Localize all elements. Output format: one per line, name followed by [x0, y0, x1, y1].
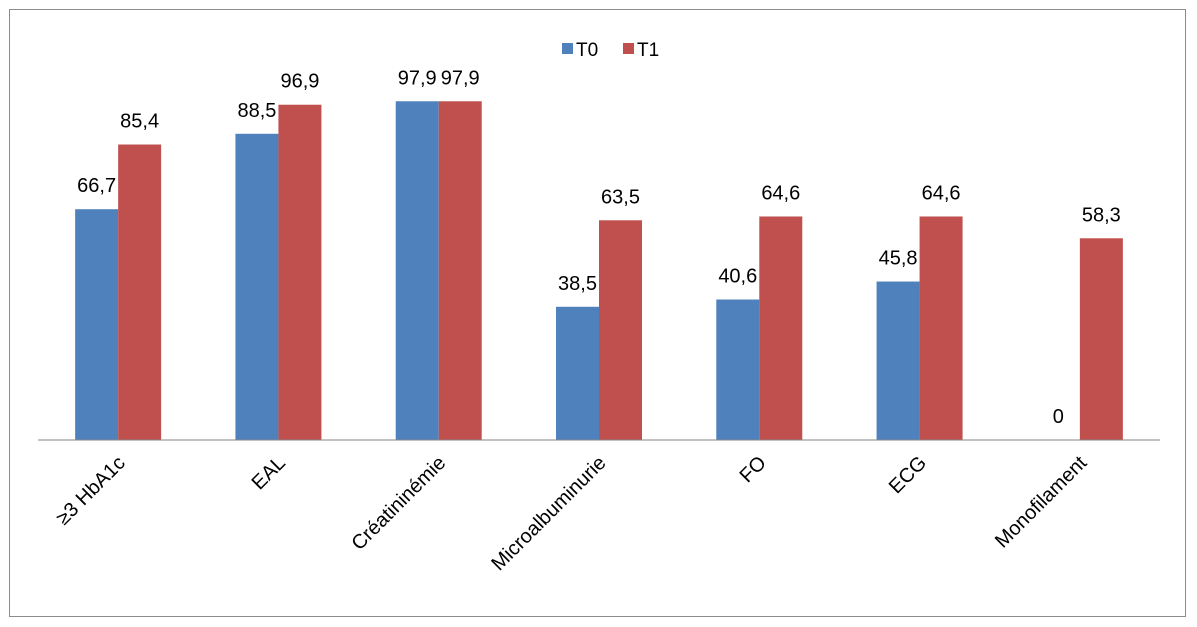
legend: T0 T1: [562, 40, 659, 61]
value-label-t0-2: 97,9: [398, 67, 437, 89]
value-label-t0-4: 40,6: [718, 266, 757, 288]
bar-t1-3: [599, 220, 642, 440]
bar-t1-0: [118, 144, 162, 441]
value-label-t1-3: 63,5: [601, 186, 640, 208]
bar-t1-4: [759, 216, 803, 440]
category-label-1: EAL: [248, 452, 290, 494]
category-label-2: Créatininémie: [347, 452, 450, 555]
bar-t0-0: [75, 209, 119, 440]
legend-label-t1: T1: [637, 40, 659, 61]
value-label-t1-0: 85,4: [120, 111, 159, 133]
value-label-t1-2: 97,9: [441, 67, 480, 89]
bar-t1-5: [919, 216, 963, 440]
bar-t1-1: [278, 104, 322, 440]
value-label-t1-4: 64,6: [761, 182, 800, 204]
category-label-4: FO: [736, 452, 771, 487]
bar-t1-6: [1079, 238, 1123, 440]
category-label-5: ECG: [885, 452, 931, 498]
value-label-t0-5: 45,8: [879, 248, 918, 270]
bar-t1-2: [438, 101, 482, 441]
category-label-0: ≥3 HbA1c: [52, 452, 130, 530]
legend-swatch-t1: [623, 43, 634, 54]
bars-group: [75, 101, 1123, 441]
value-label-t1-6: 58,3: [1082, 204, 1121, 226]
bar-t0-2: [395, 101, 439, 441]
bar-t0-4: [716, 299, 760, 440]
value-label-t0-3: 38,5: [558, 273, 597, 295]
category-label-3: Microalbuminurie: [487, 452, 610, 575]
value-labels-group: 66,7 85,4 88,596,9 97,9 97,9 38,5 63,5 40,6 64,6…: [77, 67, 1121, 428]
category-labels-group: ≥3 HbA1c EAL Créatininémie Microalbuminurie…: [52, 452, 1092, 576]
value-label-t0-0: 66,7: [77, 175, 116, 197]
bar-t0-1: [235, 133, 279, 441]
value-label-t1-1: 96,9: [280, 71, 319, 93]
bar-t0-3: [556, 306, 599, 440]
value-label-t1-5: 64,6: [922, 182, 961, 204]
value-label-t0-6: 0: [1053, 406, 1064, 428]
category-label-6: Monofilament: [991, 452, 1092, 553]
legend-label-t0: T0: [576, 40, 598, 61]
legend-swatch-t0: [562, 43, 573, 54]
bar-t0-5: [876, 281, 920, 440]
value-label-t0-1: 88,5: [237, 100, 276, 122]
